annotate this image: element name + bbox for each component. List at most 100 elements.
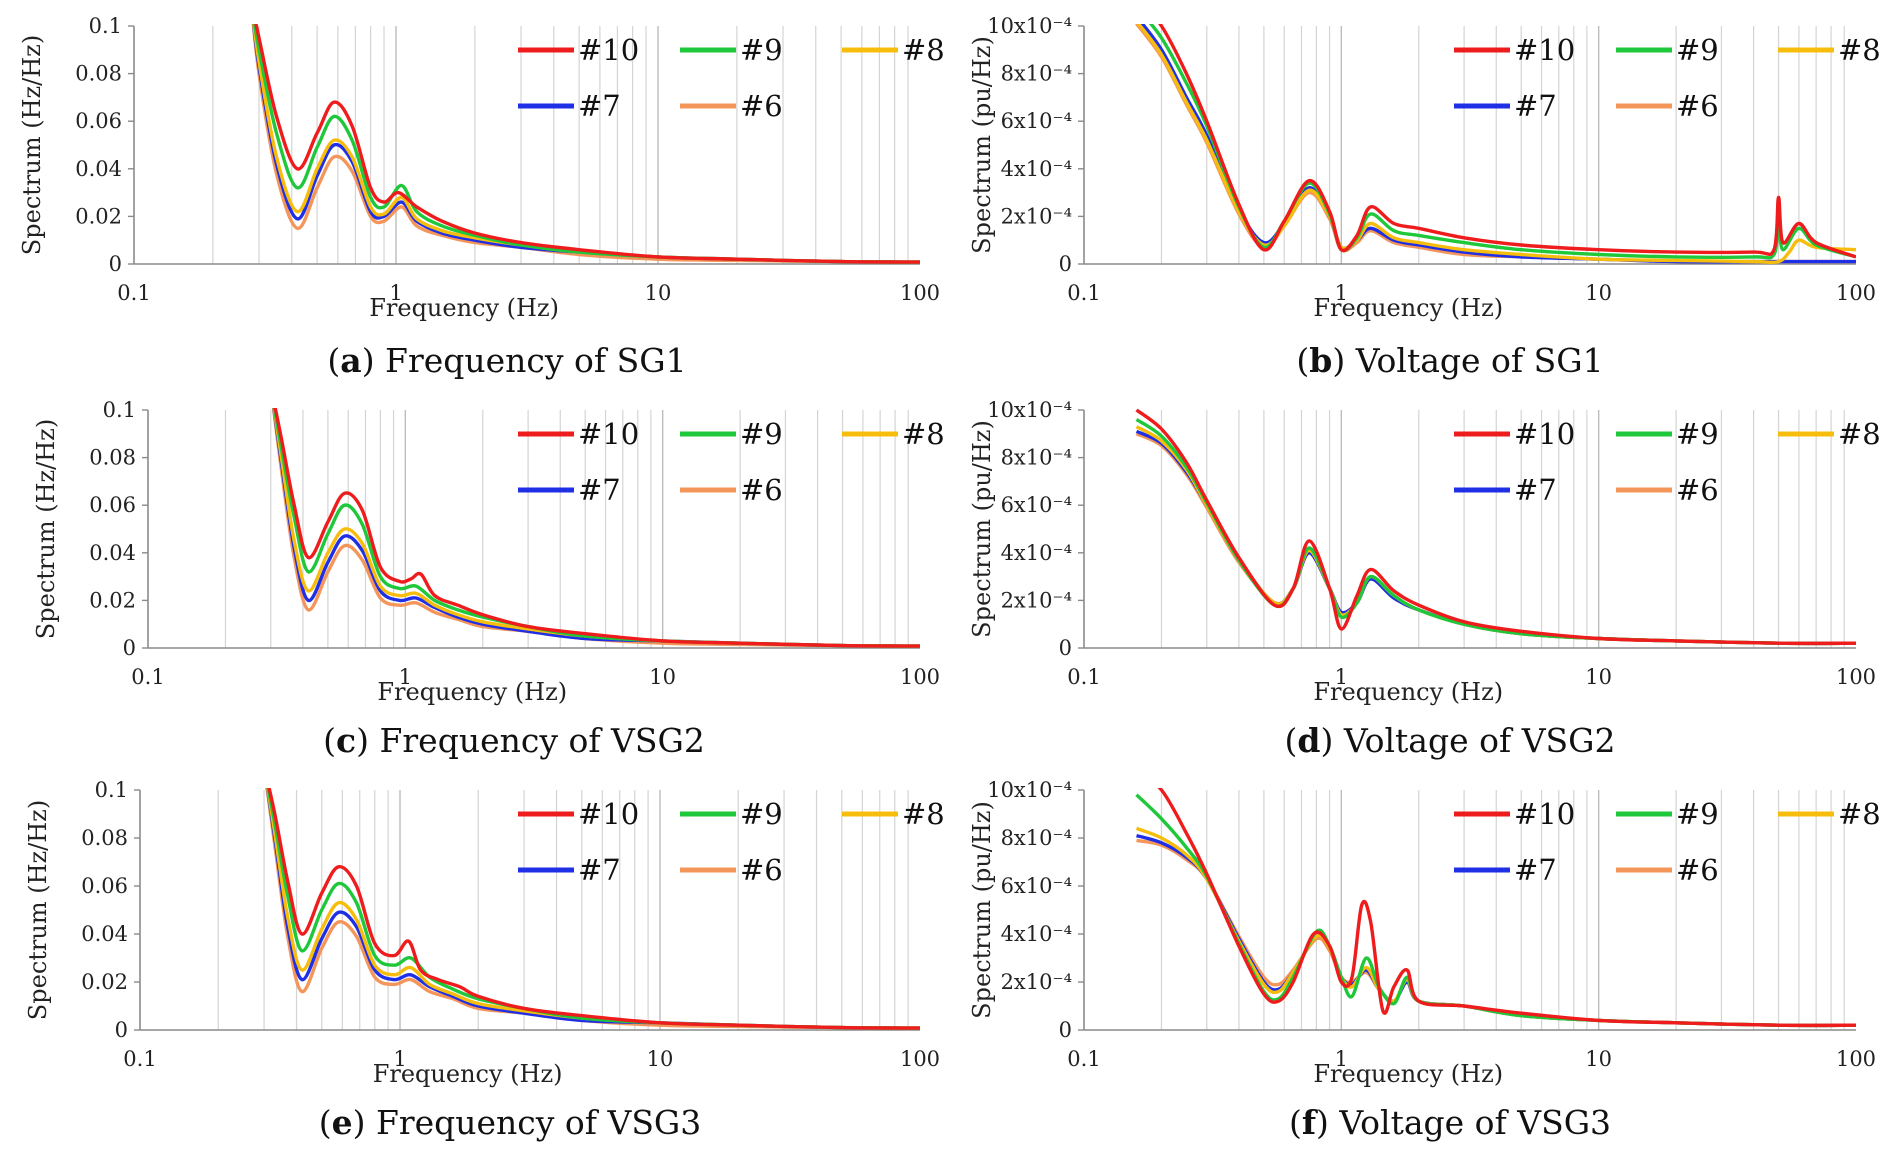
y-tick-label: 0.06 [81,874,128,898]
series-line-n6 [251,24,920,264]
panel-caption: (d) Voltage of VSG2 [1285,721,1616,760]
legend-label: #7 [578,473,621,507]
legend-label: #6 [740,89,783,123]
chart-panel-a: 0 0.02 0.04 0.06 0.08 0.1 0.1 1 10 100 Frequency (… [18,14,945,380]
x-tick-label: 1 [389,281,402,305]
y-tick-label: 6x10⁻⁴ [1001,874,1072,898]
panel-caption: (a) Frequency of SG1 [327,341,686,380]
legend-label: #7 [1514,853,1557,887]
x-tick-label: 10 [1585,665,1612,689]
y-axis-title: Spectrum (Hz/Hz) [32,419,60,639]
panel-caption: (b) Voltage of SG1 [1296,341,1603,380]
legend-label: #6 [740,473,783,507]
grid-lines [212,26,909,264]
y-tick-label: 0 [1059,636,1072,660]
x-tick-label: 0.1 [1067,665,1100,689]
x-tick-label: 1 [399,665,412,689]
y-tick-label: 2x10⁻⁴ [1001,588,1072,612]
y-tick-label: 0 [115,1018,128,1042]
series-lines [265,788,920,1030]
series-line-n10 [1135,408,1856,646]
y-tick-label: 0.04 [81,922,128,946]
x-axis-title: Frequency (Hz) [1313,294,1503,322]
y-tick-label: 8x10⁻⁴ [1001,62,1072,86]
series-line-n10 [254,24,920,264]
y-tick-label: 0 [1059,1018,1072,1042]
legend-label: #9 [740,797,783,831]
y-tick-label: 0.08 [75,62,122,86]
chart-panel-e: 0 0.02 0.04 0.06 0.08 0.1 0.1 1 10 100 Frequency (… [24,778,945,1142]
y-axis-title: Spectrum (pu/Hz) [968,801,996,1019]
x-tick-label: 10 [1585,281,1612,305]
legend-label: #7 [1514,473,1557,507]
y-tick-label: 0 [1059,252,1072,276]
legend-label: #8 [902,417,945,451]
series-line-n6 [271,408,920,648]
chart-panel-f: 0 2x10⁻⁴ 4x10⁻⁴ 6x10⁻⁴ 8x10⁻⁴ 10x10⁻⁴ 0.1 1 10 10… [968,778,1881,1142]
legend: #10 #9 #8 #7 #6 [518,33,945,123]
y-axis-title: Spectrum (pu/Hz) [968,36,996,254]
series-line-n10 [1157,788,1856,1028]
y-tick-label: 0.1 [103,398,136,422]
y-tick-label: 0.06 [89,493,136,517]
x-axis-title: Frequency (Hz) [373,1060,563,1088]
legend-label: #10 [578,33,639,67]
y-tick-label: 0.08 [89,446,136,470]
legend-label: #9 [740,33,783,67]
x-tick-label: 1 [1335,665,1348,689]
y-tick-label: 0.02 [81,970,128,994]
legend: #10 #9 #8 #7 #6 [518,797,945,887]
x-tick-label: 100 [900,665,940,689]
legend-label: #7 [578,89,621,123]
legend-label: #9 [1676,417,1719,451]
x-tick-label: 0.1 [1067,1047,1100,1071]
legend: #10 #9 #8 #7 #6 [1454,33,1881,123]
legend: #10 #9 #8 #7 #6 [1454,797,1881,887]
y-tick-label: 0 [123,636,136,660]
y-tick-label: 0 [109,252,122,276]
series-lines [1135,788,1856,1028]
series-line-n8 [1136,24,1856,264]
legend-label: #8 [902,33,945,67]
x-tick-label: 100 [1836,281,1876,305]
legend-label: #10 [578,797,639,831]
legend-label: #8 [1838,797,1881,831]
legend-label: #6 [740,853,783,887]
x-tick-label: 1 [1335,1047,1348,1071]
x-tick-label: 0.1 [117,281,150,305]
y-tick-label: 0.06 [75,109,122,133]
chart-panel-b: 0 2x10⁻⁴ 4x10⁻⁴ 6x10⁻⁴ 8x10⁻⁴ 10x10⁻⁴ 0.1 1 10 10… [968,14,1881,380]
x-tick-label: 1 [393,1047,406,1071]
x-tick-label: 100 [1836,665,1876,689]
grid-lines [1160,410,1845,648]
y-tick-label: 10x10⁻⁴ [987,778,1072,802]
legend-label: #10 [578,417,639,451]
series-lines [1135,24,1856,264]
y-tick-label: 6x10⁻⁴ [1001,109,1072,133]
panel-caption: (f) Voltage of VSG3 [1289,1103,1611,1142]
legend-label: #9 [740,417,783,451]
series-line-n10 [1158,24,1856,259]
x-tick-label: 100 [900,281,940,305]
x-axis-title: Frequency (Hz) [1313,678,1503,706]
x-axis-title: Frequency (Hz) [369,294,559,322]
legend-label: #7 [578,853,621,887]
legend-label: #8 [902,797,945,831]
grid-lines [1160,790,1845,1030]
x-tick-label: 100 [1836,1047,1876,1071]
x-tick-label: 10 [649,665,676,689]
y-tick-label: 8x10⁻⁴ [1001,446,1072,470]
x-tick-label: 1 [1335,281,1348,305]
chart-panel-d: 0 2x10⁻⁴ 4x10⁻⁴ 6x10⁻⁴ 8x10⁻⁴ 10x10⁻⁴ 0.1 1 10 10… [968,398,1881,760]
y-axis-title: Spectrum (Hz/Hz) [18,35,46,255]
x-tick-label: 0.1 [131,665,164,689]
y-tick-label: 10x10⁻⁴ [987,398,1072,422]
y-tick-label: 4x10⁻⁴ [1001,541,1072,565]
series-lines [271,408,920,648]
series-line-n6 [265,788,920,1030]
legend-label: #6 [1676,473,1719,507]
x-tick-label: 100 [900,1047,940,1071]
legend-label: #9 [1676,797,1719,831]
x-tick-label: 10 [645,281,672,305]
y-axis-title: Spectrum (pu/Hz) [968,420,996,638]
